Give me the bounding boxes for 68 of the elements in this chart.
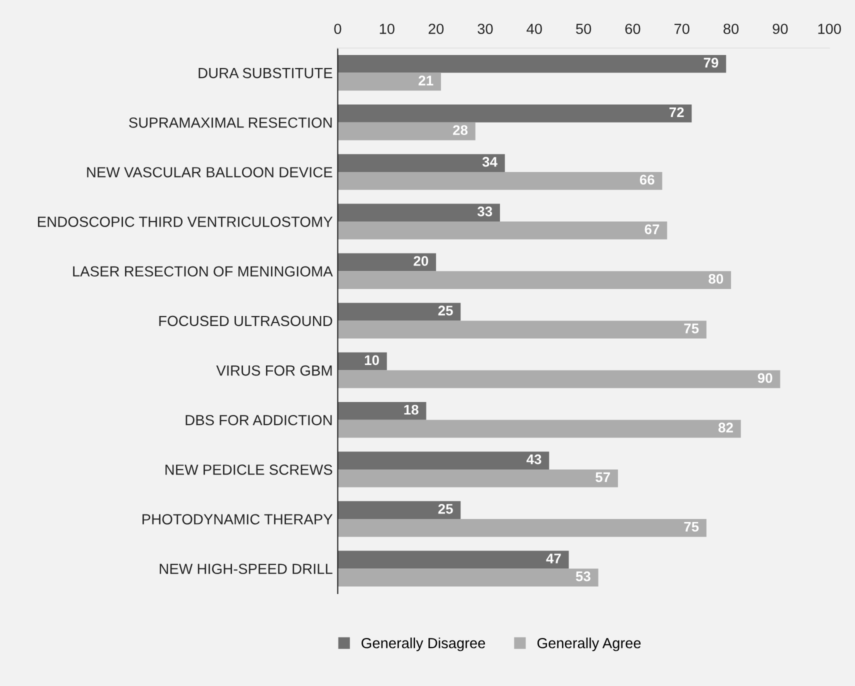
bar bbox=[338, 469, 618, 488]
x-tick-label: 90 bbox=[772, 24, 788, 34]
data-label: 25 bbox=[438, 306, 453, 316]
x-tick-label: 20 bbox=[428, 24, 444, 34]
data-label: 75 bbox=[684, 324, 699, 334]
data-label: 72 bbox=[669, 107, 684, 118]
data-label: 66 bbox=[640, 174, 654, 185]
bar bbox=[338, 253, 436, 272]
x-tick-label: 80 bbox=[724, 24, 739, 34]
x-tick-label: 0 bbox=[334, 24, 342, 34]
bar bbox=[338, 54, 726, 73]
y-tick-label: PHOTODYNAMIC THERAPY bbox=[142, 514, 333, 524]
legend-label: Generally Agree bbox=[537, 638, 641, 652]
data-label: 47 bbox=[546, 554, 561, 564]
bar bbox=[338, 302, 461, 321]
bar bbox=[338, 352, 387, 370]
bar bbox=[338, 420, 741, 438]
bar bbox=[338, 402, 426, 420]
x-tick-label: 70 bbox=[674, 24, 690, 34]
y-tick-label: FOCUSED ULTRASOUND bbox=[159, 316, 332, 326]
bar bbox=[338, 550, 569, 569]
y-tick-label: DBS FOR ADDICTION bbox=[186, 414, 332, 426]
bar bbox=[338, 501, 461, 520]
data-label: 21 bbox=[418, 76, 434, 86]
x-tick-label: 40 bbox=[526, 24, 542, 34]
data-label: 82 bbox=[718, 422, 733, 433]
data-label: 34 bbox=[482, 156, 498, 167]
y-tick-label: SUPRAMAXIMAL RESECTION bbox=[129, 117, 332, 128]
data-label: 57 bbox=[596, 472, 610, 482]
data-label: 67 bbox=[644, 224, 660, 234]
bar bbox=[338, 320, 706, 339]
bar bbox=[338, 271, 732, 289]
bar bbox=[338, 452, 550, 470]
bar bbox=[338, 104, 692, 122]
data-label: 20 bbox=[414, 256, 428, 266]
data-label: 80 bbox=[708, 274, 724, 284]
bar bbox=[338, 172, 662, 190]
data-label: 90 bbox=[758, 373, 772, 383]
bar bbox=[338, 122, 476, 140]
data-label: 53 bbox=[576, 571, 590, 582]
bar bbox=[338, 370, 780, 388]
x-tick-label: 100 bbox=[818, 24, 841, 34]
y-tick-label: NEW VASCULAR BALLOON DEVICE bbox=[87, 167, 332, 178]
bar bbox=[338, 222, 668, 240]
bar bbox=[338, 72, 441, 91]
bar bbox=[338, 154, 505, 172]
legend-label: Generally Disagree bbox=[362, 638, 486, 652]
y-tick-label: DURA SUBSTITUTE bbox=[198, 68, 332, 78]
x-tick-label: 30 bbox=[478, 24, 493, 34]
x-tick-label: 10 bbox=[380, 24, 394, 34]
data-label: 10 bbox=[364, 355, 379, 366]
data-label: 18 bbox=[404, 404, 418, 415]
y-tick-label: NEW PEDICLE SCREWS bbox=[166, 464, 332, 475]
y-tick-label: LASER RESECTION OF MENINGIOMA bbox=[73, 266, 333, 277]
data-label: 79 bbox=[704, 58, 718, 68]
y-tick-label: VIRUS FOR GBM bbox=[216, 365, 332, 376]
y-tick-label: ENDOSCOPIC THIRD VENTRICULOSTOMY bbox=[38, 216, 333, 227]
data-label: 25 bbox=[438, 504, 453, 514]
x-tick-label: 60 bbox=[625, 24, 640, 34]
y-tick-label: NEW HIGH-SPEED DRILL bbox=[160, 564, 332, 574]
x-tick-label: 50 bbox=[576, 24, 592, 34]
bar bbox=[338, 568, 598, 586]
bar bbox=[338, 204, 500, 222]
data-label: 33 bbox=[477, 206, 492, 216]
data-label: 28 bbox=[453, 125, 468, 136]
data-label: 43 bbox=[526, 454, 542, 464]
bar bbox=[338, 519, 706, 537]
data-label: 75 bbox=[684, 522, 699, 532]
